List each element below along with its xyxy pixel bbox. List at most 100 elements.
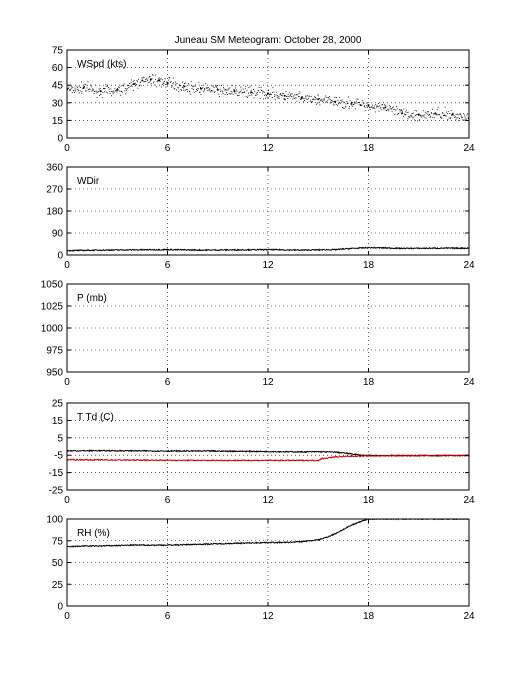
- obs-dot: [343, 107, 345, 109]
- obs-dot: [88, 91, 90, 92]
- y-tick-label: 30: [52, 98, 64, 109]
- obs-dot: [234, 91, 236, 93]
- obs-dot: [166, 81, 168, 83]
- data-point: [99, 545, 102, 547]
- x-tick-label: 24: [463, 260, 475, 271]
- obs-dot: [384, 104, 386, 106]
- obs-dot: [102, 92, 104, 94]
- data-point: [267, 249, 269, 251]
- obs-dot: [273, 91, 275, 93]
- obs-dot: [136, 80, 138, 81]
- obs-dot: [401, 110, 403, 112]
- obs-dot: [153, 81, 155, 83]
- obs-dot: [275, 94, 277, 96]
- obs-dot: [295, 97, 297, 99]
- obs-dot: [148, 77, 150, 79]
- obs-dot: [149, 75, 151, 77]
- obs-dot: [450, 117, 452, 119]
- obs-dot: [301, 98, 303, 100]
- obs-dot: [243, 92, 245, 93]
- obs-dot: [449, 118, 451, 120]
- obs-dot: [394, 113, 396, 115]
- obs-dot: [136, 81, 138, 83]
- data-point: [183, 85, 186, 88]
- obs-dot: [306, 98, 308, 100]
- obs-dot: [280, 93, 282, 95]
- obs-dot: [110, 88, 112, 90]
- obs-dot: [412, 117, 414, 119]
- obs-dot: [372, 107, 374, 109]
- obs-dot: [139, 81, 141, 83]
- data-point: [300, 459, 303, 462]
- obs-dot: [191, 88, 193, 90]
- obs-dot: [363, 106, 365, 108]
- obs-dot: [96, 92, 98, 94]
- data-point: [300, 541, 303, 543]
- data-point: [317, 459, 319, 462]
- data-layer: [67, 246, 469, 252]
- obs-dot: [452, 113, 453, 115]
- obs-dot: [109, 93, 111, 94]
- obs-dot: [321, 100, 323, 102]
- data-point: [133, 450, 135, 452]
- data-point: [200, 450, 202, 452]
- obs-dot: [274, 96, 276, 97]
- obs-dot: [254, 90, 256, 92]
- obs-dot: [124, 87, 126, 89]
- obs-dot: [229, 93, 231, 95]
- obs-dot: [116, 91, 118, 93]
- obs-dot: [284, 98, 286, 100]
- obs-dot: [391, 107, 393, 109]
- obs-dot: [203, 91, 205, 93]
- series-1: [67, 74, 469, 122]
- obs-dot: [403, 108, 405, 110]
- obs-dot: [230, 90, 232, 92]
- obs-dot: [377, 106, 379, 108]
- obs-dot: [399, 111, 401, 113]
- obs-dot: [327, 97, 329, 98]
- obs-dot: [339, 96, 341, 98]
- obs-dot: [330, 101, 332, 103]
- obs-dot: [435, 113, 437, 115]
- obs-dot: [415, 115, 417, 117]
- obs-dot: [171, 86, 173, 88]
- data-point: [99, 459, 102, 461]
- obs-dot: [440, 116, 442, 118]
- obs-dot: [270, 94, 272, 96]
- obs-dot: [348, 96, 350, 98]
- x-tick-label: 0: [64, 495, 70, 506]
- obs-dot: [239, 91, 241, 93]
- data-point: [166, 249, 169, 251]
- obs-dot: [413, 116, 415, 118]
- obs-dot: [99, 88, 101, 89]
- obs-dot: [337, 99, 339, 101]
- obs-dot: [302, 97, 304, 99]
- obs-dot: [213, 92, 215, 93]
- obs-dot: [283, 93, 284, 95]
- obs-dot: [238, 92, 240, 94]
- obs-dot: [164, 78, 166, 80]
- obs-dot: [406, 111, 408, 113]
- obs-dot: [433, 113, 435, 115]
- obs-dot: [303, 101, 305, 103]
- obs-dot: [269, 92, 271, 94]
- data-point: [200, 459, 202, 462]
- obs-dot: [227, 89, 229, 91]
- obs-dot: [268, 89, 269, 91]
- obs-dot: [171, 85, 173, 87]
- obs-dot: [392, 106, 394, 108]
- obs-dot: [342, 107, 344, 109]
- obs-dot: [358, 102, 360, 103]
- obs-dot: [104, 88, 106, 89]
- data-point: [334, 533, 336, 535]
- obs-dot: [374, 108, 376, 110]
- obs-dot: [457, 117, 459, 119]
- obs-dot: [366, 102, 368, 104]
- obs-dot: [132, 89, 134, 91]
- obs-dot: [393, 108, 395, 110]
- y-tick-label: -15: [49, 468, 64, 479]
- data-point: [351, 524, 353, 526]
- obs-dot: [328, 98, 330, 100]
- obs-dot: [245, 85, 247, 87]
